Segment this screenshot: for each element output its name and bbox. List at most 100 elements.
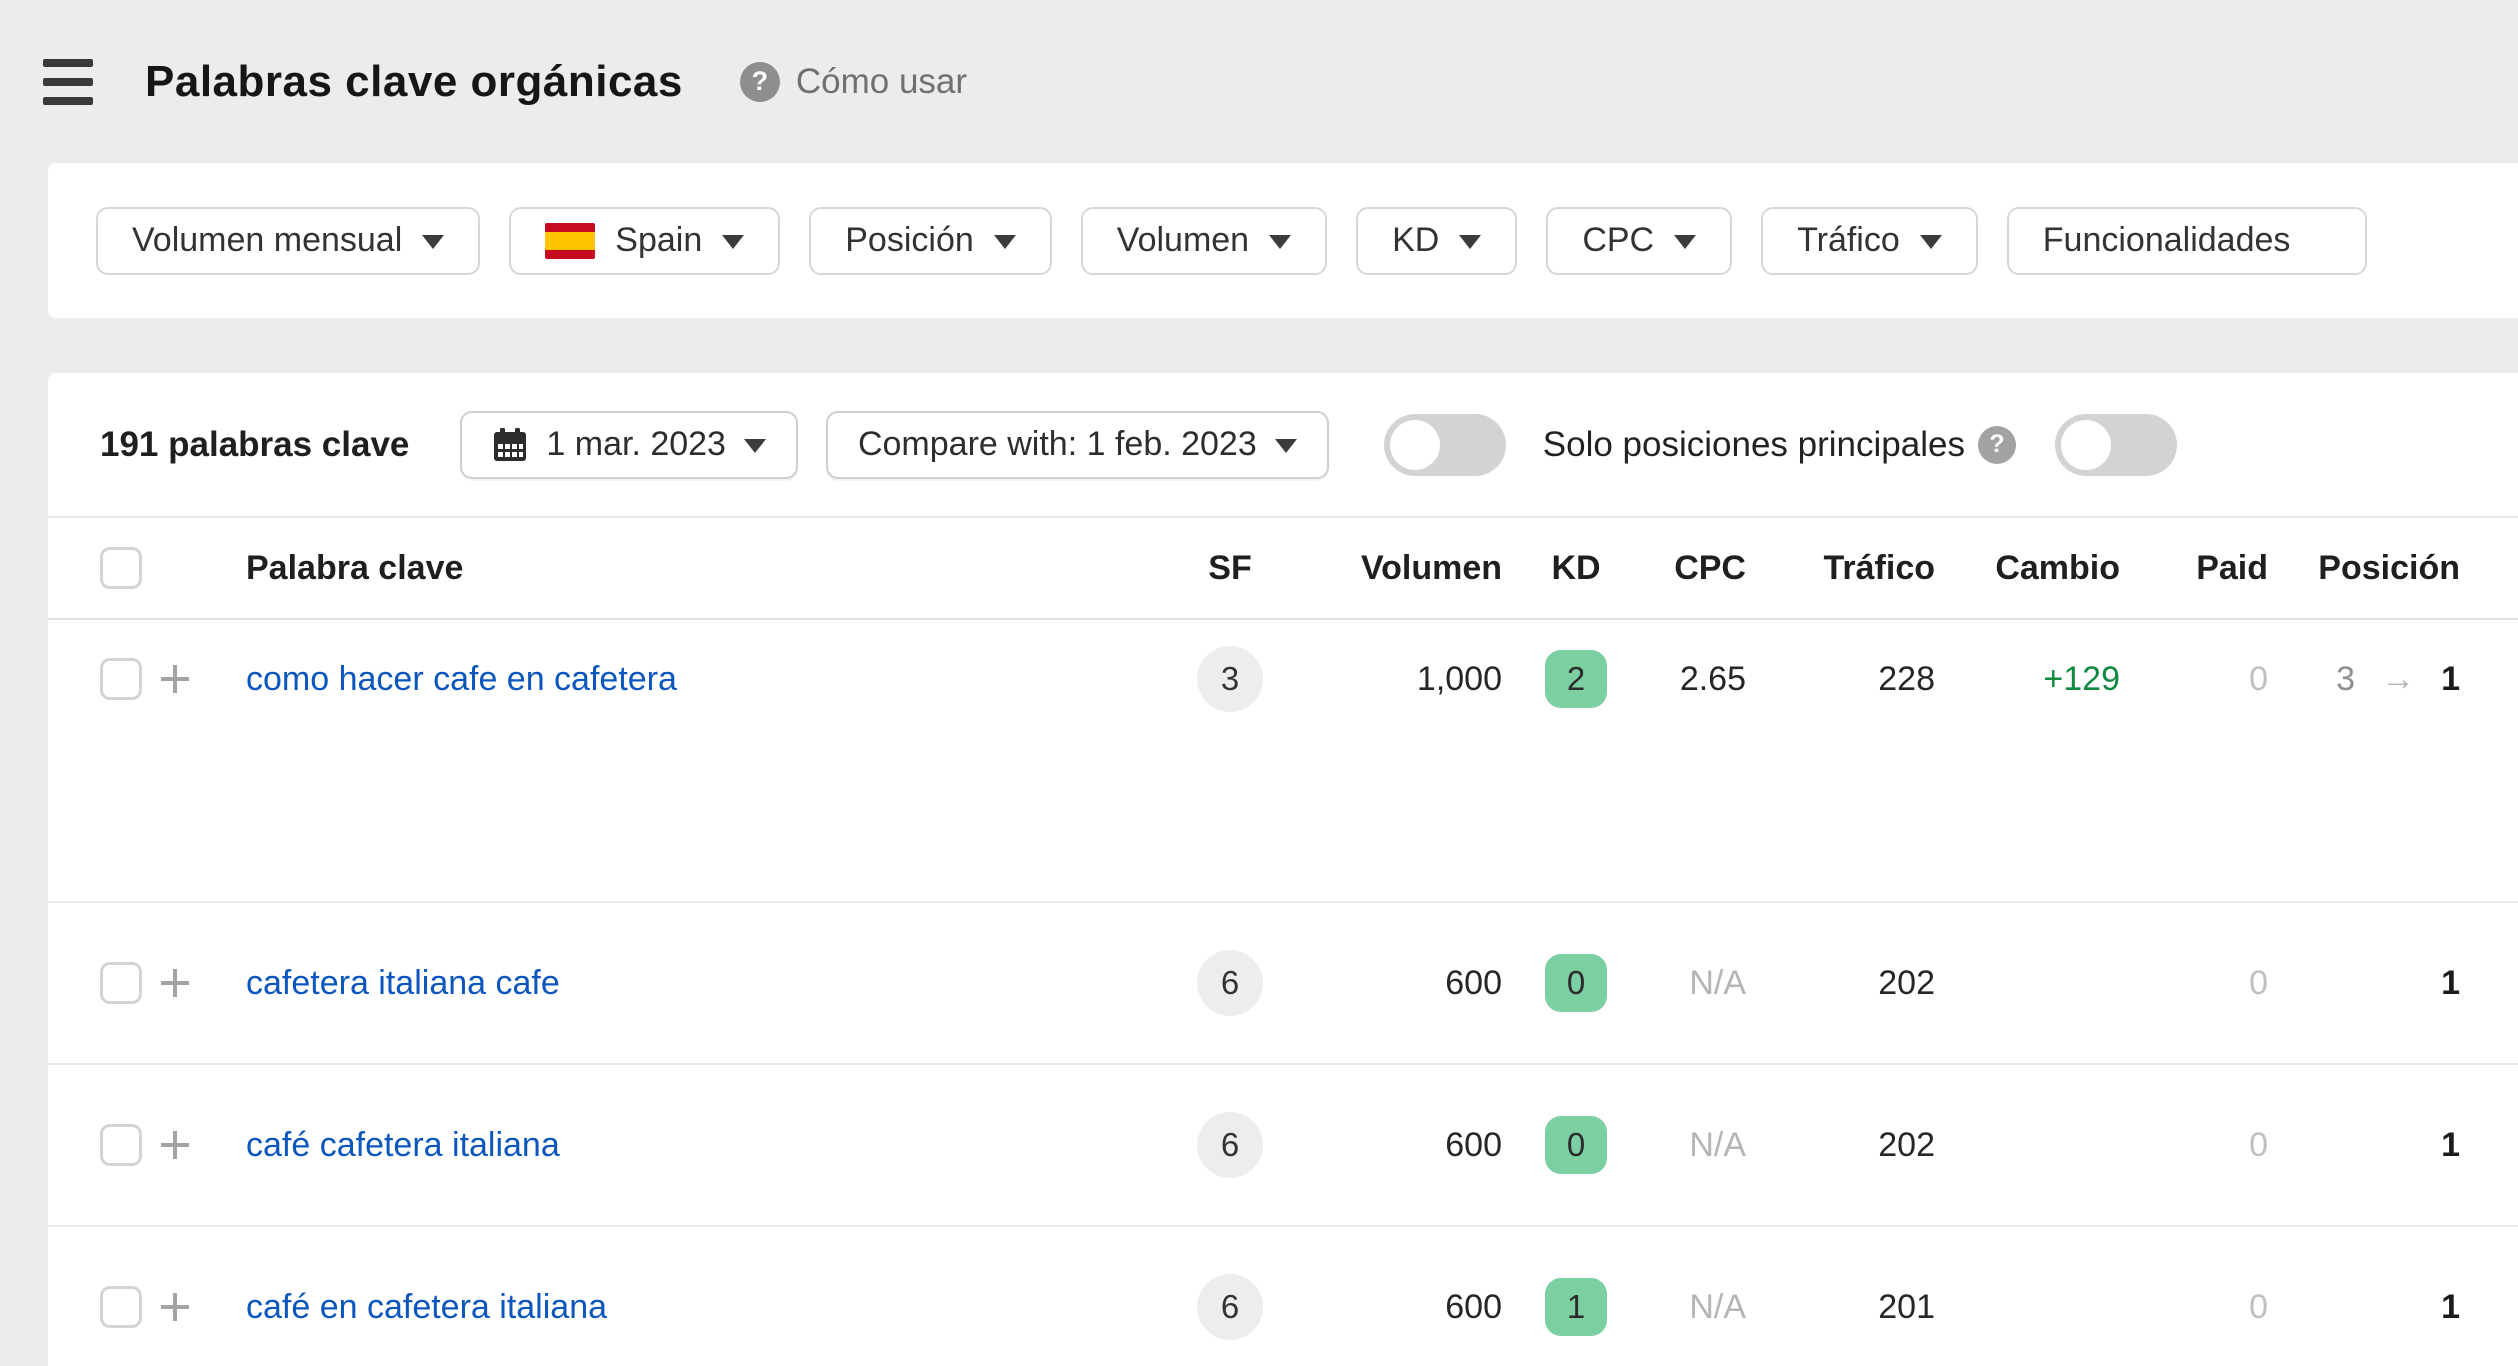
chevron-down-icon [1674,235,1697,249]
chevron-down-icon [993,235,1016,249]
cell-volumen: 600 [1445,1125,1502,1164]
chevron-down-icon [422,235,445,249]
how-to-use-link[interactable]: ? Cómo usar [739,61,968,102]
filter-trafico[interactable]: Tráfico [1761,206,1978,275]
keyword-count: 191 palabras clave [100,424,410,464]
chevron-down-icon [743,439,766,453]
kd-badge: 2 [1545,650,1607,708]
toggle-knob [2060,419,2111,470]
chevron-down-icon [1269,235,1292,249]
table-row: como hacer cafe en cafetera 3 1,000 2 2.… [48,620,2518,903]
filter-label: KD [1392,221,1440,259]
cell-cpc: N/A [1689,1125,1746,1164]
col-header-posicion[interactable]: Posición [2318,548,2460,587]
add-keyword-icon[interactable] [148,965,202,1001]
keyword-link[interactable]: como hacer cafe en cafetera [246,659,677,698]
chevron-down-icon [722,235,745,249]
keyword-link[interactable]: cafetera italiana cafe [246,963,560,1002]
calendar-icon [494,427,527,461]
position-new: 1 [2441,659,2460,698]
filter-volumen[interactable]: Volumen [1080,206,1328,275]
filter-label: Volumen [1116,221,1250,259]
kd-badge: 0 [1545,1116,1607,1174]
filter-label: CPC [1582,221,1655,259]
cell-trafico: 201 [1878,1287,1935,1326]
page-title: Palabras clave orgánicas [145,56,683,106]
col-header-cambio[interactable]: Cambio [1995,548,2120,587]
position-arrow-icon: → [2381,659,2416,698]
sf-badge: 3 [1197,646,1263,712]
cell-paid: 0 [2249,963,2268,1002]
date-picker-button[interactable]: 1 mar. 2023 [460,410,798,479]
cell-cpc: N/A [1689,963,1746,1002]
cell-volumen: 600 [1445,1287,1502,1326]
filter-cpc[interactable]: CPC [1546,206,1733,275]
cell-volumen: 1,000 [1416,659,1502,698]
row-checkbox[interactable] [100,962,142,1004]
kd-badge: 1 [1545,1278,1607,1336]
chevron-down-icon [1919,235,1942,249]
position-new: 1 [2441,1125,2460,1164]
cell-trafico: 202 [1878,1125,1935,1164]
cell-paid: 0 [2249,1287,2268,1326]
col-header-keyword[interactable]: Palabra clave [246,548,464,587]
cell-trafico: 202 [1878,963,1935,1002]
position-old: 3 [2336,659,2356,698]
sf-badge: 6 [1197,950,1263,1016]
table-row: café cafetera italiana 6 600 0 N/A 202 0… [48,1065,2518,1227]
filter-posicion[interactable]: Posición [809,206,1052,275]
add-keyword-icon[interactable] [148,1289,202,1325]
col-header-sf[interactable]: SF [1208,548,1252,587]
filter-volumen-mensual[interactable]: Volumen mensual [96,206,481,275]
filter-country[interactable]: Spain [509,206,781,275]
table-row: café en cafetera italiana 6 600 1 N/A 20… [48,1227,2518,1366]
add-keyword-icon[interactable] [148,661,202,697]
chevron-down-icon [1274,439,1297,453]
spain-flag-icon [545,222,596,259]
chevron-down-icon [1459,235,1482,249]
how-to-use-label: Cómo usar [795,61,968,101]
app-header: Palabras clave orgánicas ? Cómo usar [0,0,2518,163]
position-new: 1 [2441,1287,2460,1326]
secondary-toggle[interactable] [2054,413,2177,476]
table-header-row: Palabra clave SF Volumen KD CPC Tráfico … [48,516,2518,620]
cell-cpc: 2.65 [1679,659,1746,698]
sf-badge: 6 [1197,1274,1263,1340]
cell-paid: 0 [2249,659,2268,698]
table-toolbar: 191 palabras clave 1 mar. 2023 Compare w… [48,373,2518,516]
help-icon[interactable]: ? [1977,425,2016,464]
col-header-cpc[interactable]: CPC [1674,548,1746,587]
cell-paid: 0 [2249,1125,2268,1164]
cell-trafico: 228 [1878,659,1935,698]
col-header-kd[interactable]: KD [1551,548,1601,587]
select-all-checkbox[interactable] [100,547,142,589]
toggle-knob [1389,419,1440,470]
filter-label: Tráfico [1797,221,1900,259]
filter-label: Spain [615,221,703,259]
hamburger-menu-icon[interactable] [43,58,93,105]
filter-label: Posición [845,221,974,259]
filter-label: Funcionalidades [2042,221,2291,259]
help-icon: ? [739,61,780,102]
cell-cambio: +129 [2043,659,2120,698]
row-checkbox[interactable] [100,658,142,700]
add-keyword-icon[interactable] [148,1127,202,1163]
row-checkbox[interactable] [100,1286,142,1328]
row-checkbox[interactable] [100,1124,142,1166]
kd-badge: 0 [1545,954,1607,1012]
col-header-trafico[interactable]: Tráfico [1823,548,1935,587]
keyword-link[interactable]: café en cafetera italiana [246,1287,608,1326]
compare-with-button[interactable]: Compare with: 1 feb. 2023 [825,410,1329,479]
filter-funcionalidades[interactable]: Funcionalidades [2006,206,2367,275]
date-label: 1 mar. 2023 [546,425,726,463]
col-header-volumen[interactable]: Volumen [1360,548,1502,587]
compare-label: Compare with: 1 feb. 2023 [857,425,1257,463]
sf-badge: 6 [1197,1112,1263,1178]
main-positions-toggle[interactable] [1383,413,1506,476]
cell-posicion: 3 → 1 [2268,620,2460,738]
col-header-paid[interactable]: Paid [2196,548,2268,587]
table-row: cafetera italiana cafe 6 600 0 N/A 202 0… [48,903,2518,1065]
filter-kd[interactable]: KD [1356,206,1518,275]
cell-posicion: 1 [2268,1126,2460,1165]
keyword-link[interactable]: café cafetera italiana [246,1125,560,1164]
